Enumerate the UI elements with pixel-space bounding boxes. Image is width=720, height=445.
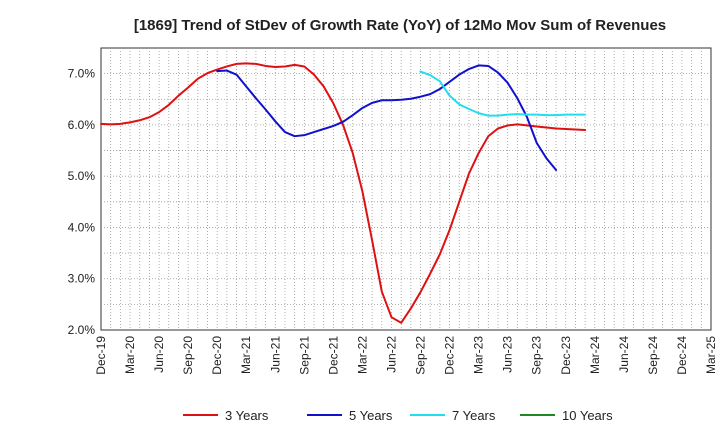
y-tick-label: 3.0% <box>68 272 96 286</box>
x-tick-label: Mar-25 <box>704 336 718 374</box>
legend: 3 Years 5 Years 7 Years 10 Years <box>183 408 613 423</box>
legend-label: 10 Years <box>562 408 613 423</box>
x-tick-label: Sep-22 <box>414 336 428 375</box>
series-line-5-years <box>216 64 558 172</box>
x-tick-label: Sep-24 <box>646 336 660 375</box>
series-line-3-years <box>100 62 587 324</box>
x-tick-label: Dec-24 <box>675 336 689 375</box>
x-tick-label: Dec-19 <box>94 336 108 375</box>
y-tick-label: 5.0% <box>68 169 96 183</box>
x-tick-label: Dec-20 <box>210 336 224 375</box>
x-tick-label: Sep-20 <box>181 336 195 375</box>
chart-title: [1869] Trend of StDev of Growth Rate (Yo… <box>134 17 666 34</box>
y-tick-label: 7.0% <box>68 67 96 81</box>
x-tick-label: Sep-21 <box>297 336 311 375</box>
x-tick-label: Dec-22 <box>443 336 457 375</box>
x-tick-label: Jun-23 <box>501 336 515 373</box>
legend-label: 7 Years <box>452 408 496 423</box>
x-tick-label: Dec-21 <box>326 336 340 375</box>
plot-frame <box>100 47 712 331</box>
x-tick-label: Mar-21 <box>239 336 253 374</box>
series-line-7-years <box>419 70 587 117</box>
x-tick-label: Mar-24 <box>588 336 602 374</box>
legend-label: 3 Years <box>225 408 269 423</box>
x-tick-label: Jun-22 <box>384 336 398 373</box>
x-tick-label: Mar-20 <box>123 336 137 374</box>
x-tick-label: Mar-23 <box>472 336 486 374</box>
x-tick-label: Jun-20 <box>152 336 166 373</box>
x-tick-label: Jun-21 <box>268 336 282 373</box>
x-tick-label: Mar-22 <box>355 336 369 374</box>
plot-area: Dec-19 Mar-20 Jun-20 Sep-20 Dec-20 Mar-21 Jun-… <box>68 47 718 375</box>
y-tick-label: 4.0% <box>68 220 96 234</box>
x-tick-label: Jun-24 <box>617 336 631 373</box>
y-tick-label: 2.0% <box>68 323 96 337</box>
x-tick-label: Dec-23 <box>559 336 573 375</box>
x-tick-label: Sep-23 <box>530 336 544 375</box>
legend-label: 5 Years <box>349 408 393 423</box>
y-tick-label: 6.0% <box>68 118 96 132</box>
